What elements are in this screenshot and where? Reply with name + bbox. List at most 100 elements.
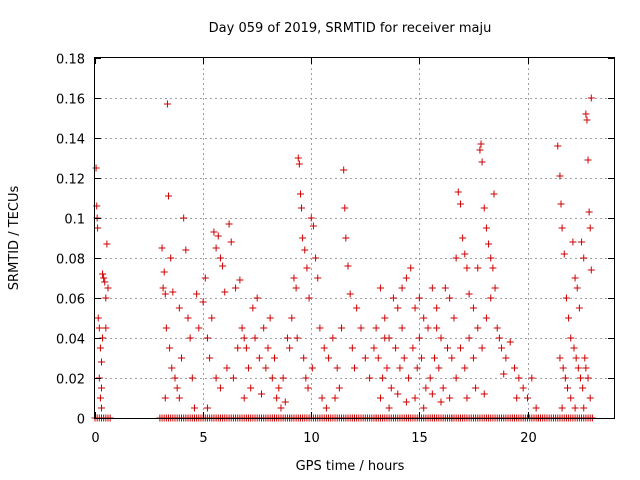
data-point — [260, 324, 268, 332]
data-point — [424, 324, 432, 332]
data-point — [199, 298, 207, 306]
data-point — [346, 290, 354, 298]
data-point — [236, 276, 244, 284]
y-tick-label: 0.08 — [56, 253, 85, 268]
data-point — [489, 264, 497, 272]
data-point — [490, 190, 498, 198]
data-point — [160, 268, 168, 276]
data-point — [500, 370, 508, 378]
data-point — [195, 324, 203, 332]
axis-ticks — [95, 58, 614, 419]
data-point — [431, 354, 439, 362]
chart-title: Day 059 of 2019, SRMTID for receiver maj… — [209, 21, 492, 36]
data-point — [461, 250, 469, 258]
data-point — [292, 284, 300, 292]
data-point — [452, 374, 460, 382]
data-point — [561, 374, 569, 382]
data-point — [103, 240, 111, 248]
data-point — [392, 344, 400, 352]
data-point — [379, 374, 387, 382]
data-point — [513, 394, 521, 402]
data-point — [579, 384, 587, 392]
data-point — [275, 384, 283, 392]
data-point — [293, 334, 301, 342]
data-point — [584, 156, 592, 164]
y-tick-label: 0.16 — [56, 93, 85, 108]
data-point — [175, 394, 183, 402]
data-point — [428, 284, 436, 292]
data-point — [203, 404, 211, 412]
data-point — [477, 140, 485, 148]
data-point — [166, 344, 174, 352]
data-point — [351, 364, 358, 372]
data-point — [559, 364, 567, 372]
data-point — [212, 244, 220, 252]
data-point — [532, 404, 540, 412]
data-point — [101, 278, 109, 286]
data-point — [273, 394, 281, 402]
data-point — [411, 304, 419, 312]
data-point — [556, 354, 564, 362]
data-point — [277, 404, 285, 412]
data-point — [402, 398, 410, 406]
data-point — [480, 390, 488, 398]
data-point — [428, 390, 436, 398]
data-point — [418, 354, 426, 362]
data-point — [301, 246, 309, 254]
data-point — [92, 164, 100, 172]
data-point — [463, 394, 471, 402]
data-point — [374, 354, 382, 362]
data-point — [318, 394, 326, 402]
data-point — [208, 314, 216, 322]
data-point — [372, 324, 380, 332]
data-point — [167, 254, 175, 262]
x-tick-label: 10 — [303, 431, 320, 446]
data-point — [190, 404, 198, 412]
data-point — [420, 314, 428, 322]
data-point — [474, 264, 482, 272]
data-point — [188, 374, 196, 382]
data-point — [519, 384, 527, 392]
data-point — [493, 324, 501, 332]
data-point — [223, 364, 231, 372]
data-point — [307, 214, 315, 222]
data-point — [437, 398, 445, 406]
data-point — [335, 384, 343, 392]
data-point — [487, 254, 495, 262]
data-point — [333, 364, 341, 372]
data-point — [344, 262, 352, 270]
data-point — [331, 394, 339, 402]
data-point — [443, 344, 451, 352]
data-point — [415, 294, 423, 302]
data-point — [302, 374, 310, 382]
data-point — [258, 390, 266, 398]
data-point — [426, 374, 434, 382]
data-point — [571, 404, 579, 412]
data-point — [163, 100, 171, 108]
data-point — [180, 214, 188, 222]
data-point — [320, 344, 328, 352]
data-point — [398, 324, 406, 332]
data-point — [474, 324, 482, 332]
data-point — [290, 274, 298, 282]
data-point — [456, 344, 464, 352]
data-point — [415, 334, 423, 342]
data-point — [357, 324, 365, 332]
data-point — [102, 324, 110, 332]
data-point — [437, 334, 445, 342]
data-point — [162, 324, 170, 332]
data-point — [329, 334, 337, 342]
data-point — [206, 354, 214, 362]
data-point — [585, 208, 593, 216]
y-axis-label: SRMTID / TECUs — [7, 186, 22, 291]
data-point — [465, 290, 473, 298]
data-point — [283, 334, 291, 342]
data-point — [450, 314, 458, 322]
data-point — [469, 354, 477, 362]
data-point — [570, 344, 578, 352]
data-point — [482, 224, 490, 232]
y-tick-label: 0.1 — [64, 213, 85, 228]
data-point — [411, 394, 419, 402]
data-point — [100, 274, 108, 282]
data-point — [558, 404, 566, 412]
